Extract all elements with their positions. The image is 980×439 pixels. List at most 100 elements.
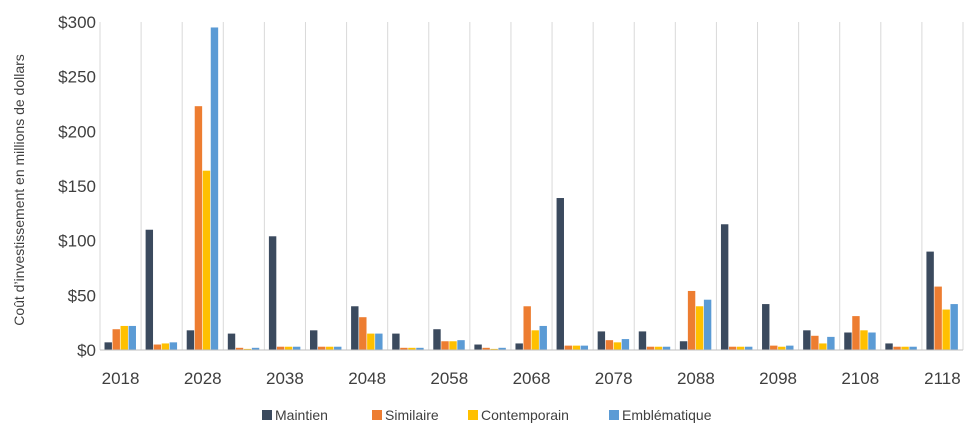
bar-maintien-2118 (926, 251, 934, 350)
bar-maintien-2113 (885, 343, 893, 350)
bar-contemporain-2108 (860, 330, 868, 350)
legend-label-similaire: Similaire (385, 407, 439, 423)
bar-maintien-2028 (186, 330, 195, 350)
bar-emblématique-2033 (251, 347, 260, 350)
bar-contemporain-2058 (449, 341, 457, 350)
bar-similaire-2018 (112, 329, 120, 350)
bar-maintien-2063 (474, 344, 482, 350)
bar-emblématique-2048 (375, 333, 383, 350)
bar-contemporain-2093 (736, 346, 745, 350)
bar-contemporain-2118 (942, 309, 950, 350)
legend-swatch-emblématique (609, 410, 619, 420)
bar-similaire-2063 (482, 347, 490, 350)
bar-emblématique-2088 (703, 299, 712, 350)
bar-contemporain-2023 (161, 343, 170, 350)
x-tick-label: 2038 (266, 369, 304, 388)
bar-maintien-2068 (515, 343, 523, 350)
bar-contemporain-2098 (778, 346, 786, 350)
bar-emblématique-2103 (827, 336, 835, 350)
bar-emblématique-2068 (539, 325, 547, 350)
bar-emblématique-2063 (498, 347, 506, 350)
bar-contemporain-2053 (408, 347, 416, 350)
bar-maintien-2093 (720, 224, 729, 350)
bar-maintien-2058 (433, 329, 441, 350)
bar-similaire-2098 (770, 345, 778, 350)
x-tick-label: 2108 (841, 369, 879, 388)
bar-emblématique-2038 (292, 346, 301, 350)
bar-contemporain-2033 (243, 348, 252, 350)
legend-label-contemporain: Contemporain (481, 407, 569, 423)
x-tick-label: 2118 (924, 369, 961, 388)
bar-similaire-2053 (400, 347, 408, 350)
bar-similaire-2038 (276, 346, 285, 350)
bar-emblématique-2098 (786, 345, 794, 350)
x-axis-ticks: 2018 2028 2038 2048 2058 2068 2078 2088 2098 2108… (102, 369, 961, 388)
y-tick-label: $150 (58, 177, 96, 196)
bar-maintien-2038 (268, 236, 277, 350)
bar-maintien-2018 (104, 342, 112, 350)
bar-maintien-2078 (597, 331, 606, 350)
bar-contemporain-2078 (613, 342, 622, 350)
bar-similaire-2068 (523, 306, 531, 350)
bar-similaire-2048 (359, 317, 367, 350)
y-tick-label: $50 (68, 286, 96, 305)
bar-emblématique-2083 (662, 346, 671, 350)
bar-emblématique-2093 (744, 346, 753, 350)
y-tick-label: $200 (58, 122, 96, 141)
x-tick-label: 2018 (102, 369, 140, 388)
bar-similaire-2083 (646, 346, 655, 350)
bar-similaire-2043 (318, 346, 326, 350)
y-axis-ticks: $0 $50 $100 $150 $200 $250 $300 (58, 13, 96, 360)
bar-maintien-2088 (679, 341, 688, 350)
bar-contemporain-2048 (367, 333, 375, 350)
legend-swatch-maintien (262, 410, 272, 420)
bars (104, 27, 958, 350)
bar-contemporain-2113 (901, 346, 909, 350)
bar-maintien-2108 (844, 332, 852, 350)
bar-contemporain-2088 (695, 306, 704, 350)
legend: Maintien Similaire Contemporain Emblématiqu… (262, 407, 712, 423)
legend-label-emblématique: Emblématique (622, 407, 712, 423)
bar-similaire-2073 (564, 345, 572, 350)
bar-contemporain-2063 (490, 348, 498, 350)
bar-similaire-2103 (811, 335, 819, 350)
bar-emblématique-2028 (210, 27, 219, 350)
bar-maintien-2023 (145, 229, 154, 350)
bar-maintien-2043 (309, 330, 318, 350)
bar-similaire-2078 (605, 340, 614, 350)
y-tick-label: $250 (58, 68, 96, 87)
x-tick-label: 2058 (430, 369, 468, 388)
y-tick-label: $300 (58, 13, 96, 32)
bar-similaire-2093 (728, 346, 737, 350)
bar-similaire-2033 (235, 347, 244, 350)
y-tick-label: $0 (77, 341, 96, 360)
bar-emblématique-2118 (950, 304, 958, 350)
bar-maintien-2048 (351, 306, 359, 350)
legend-label-maintien: Maintien (275, 407, 328, 423)
bar-contemporain-2103 (819, 343, 827, 350)
bar-emblématique-2113 (909, 346, 917, 350)
bar-emblématique-2053 (416, 347, 424, 350)
legend-swatch-similaire (372, 410, 382, 420)
bar-emblématique-2018 (128, 325, 136, 350)
bar-similaire-2118 (934, 286, 942, 350)
y-tick-label: $100 (58, 232, 96, 251)
grid-lines (99, 22, 964, 350)
bar-similaire-2108 (852, 316, 860, 350)
bar-emblématique-2043 (334, 346, 342, 350)
x-tick-label: 2088 (677, 369, 715, 388)
bar-maintien-2033 (227, 333, 236, 350)
bar-contemporain-2018 (120, 325, 128, 350)
bar-maintien-2098 (762, 304, 770, 350)
x-tick-label: 2068 (513, 369, 551, 388)
bar-similaire-2088 (687, 290, 696, 350)
bar-similaire-2028 (194, 106, 203, 350)
bar-emblématique-2023 (169, 342, 178, 350)
bar-maintien-2053 (392, 333, 400, 350)
bar-contemporain-2028 (202, 170, 211, 350)
bar-similaire-2113 (893, 346, 901, 350)
bar-contemporain-2068 (531, 330, 539, 350)
bar-contemporain-2083 (654, 346, 663, 350)
bar-maintien-2083 (638, 331, 647, 350)
bar-emblématique-2058 (457, 340, 465, 350)
